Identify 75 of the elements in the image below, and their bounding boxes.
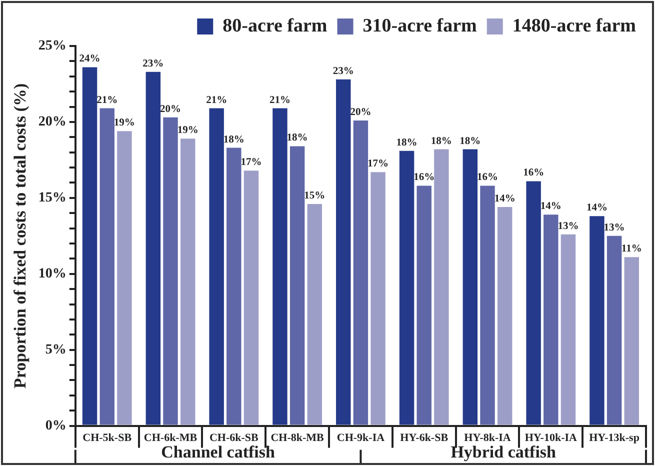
legend-label: 1480-acre farm (512, 15, 636, 36)
bar (544, 214, 558, 425)
data-label: 17% (240, 157, 262, 168)
data-label: 18% (430, 136, 452, 147)
y-tick-label: 25% (38, 38, 66, 54)
bar (290, 146, 305, 425)
bar (117, 131, 132, 425)
y-tick-label: 20% (38, 114, 66, 130)
data-label: 21% (269, 94, 290, 106)
x-tick-label: HY-8k-IA (464, 432, 511, 444)
bar (606, 236, 622, 425)
data-label: 14% (540, 201, 562, 212)
x-tick-label: CH-8k-MB (270, 432, 325, 444)
bar (226, 148, 242, 425)
bar (462, 149, 478, 425)
bar (480, 186, 495, 425)
bar (560, 234, 576, 425)
y-tick-label: 5% (45, 342, 66, 358)
text: Channel catfish (161, 442, 276, 462)
bar (370, 172, 386, 425)
y-tick-label: 15% (38, 190, 66, 206)
bar (434, 149, 449, 425)
data-label: 20% (350, 106, 372, 118)
data-label: 24% (79, 54, 100, 65)
bar (624, 257, 639, 425)
x-tick-label: HY-13k-sp (589, 432, 640, 444)
y-tick-label: 10% (38, 266, 66, 282)
data-label: 16% (477, 172, 498, 184)
x-tick-label: CH-5k-SB (82, 432, 132, 444)
bar (272, 108, 288, 425)
bar (336, 79, 351, 425)
bar (399, 150, 414, 425)
text: Hybrid catfish (450, 442, 557, 462)
data-label: 13% (558, 220, 579, 232)
data-label: 20% (160, 104, 181, 115)
legend-label: 310-acre farm (362, 15, 478, 36)
data-label: 23% (332, 66, 354, 77)
bar (163, 117, 178, 425)
data-label: 18% (396, 137, 418, 148)
bar (353, 120, 368, 425)
y-tick-label: 0% (45, 418, 66, 434)
data-label: 18% (286, 132, 308, 144)
bar (416, 186, 432, 425)
bar (307, 204, 322, 425)
bar (100, 108, 114, 425)
bar (244, 170, 259, 425)
bar (526, 181, 541, 425)
data-label: 14% (494, 194, 516, 205)
data-label: 21% (96, 94, 118, 106)
x-tick-label: HY-10k-IA (524, 432, 578, 444)
y-axis-title: Proportion of fixed costs to total costs (%) (10, 83, 30, 388)
bar (209, 108, 224, 425)
data-label: 19% (177, 125, 198, 136)
x-tick-label: CH-6k-MB (144, 432, 198, 444)
data-label: 15% (304, 190, 326, 202)
bar (590, 216, 604, 425)
bar (146, 72, 161, 425)
data-label: 13% (604, 222, 625, 234)
data-label: 17% (368, 158, 389, 170)
bar (180, 138, 196, 425)
x-tick-label: HY-6k-SB (400, 432, 449, 444)
data-label: 18% (223, 134, 244, 146)
data-label: 23% (142, 58, 164, 70)
bar (497, 207, 512, 425)
data-label: 21% (206, 94, 228, 106)
legend-label: 80-acre farm (222, 15, 328, 36)
data-label: 16% (523, 168, 544, 179)
x-tick-label: CH-9k-IA (336, 432, 385, 444)
data-label: 14% (586, 202, 608, 214)
data-label: 18% (460, 136, 481, 147)
data-label: 19% (114, 118, 135, 129)
x-tick-label: CH-6k-SB (209, 432, 260, 444)
data-label: 16% (414, 172, 435, 184)
bar (82, 67, 98, 425)
data-label: 11% (621, 244, 642, 255)
